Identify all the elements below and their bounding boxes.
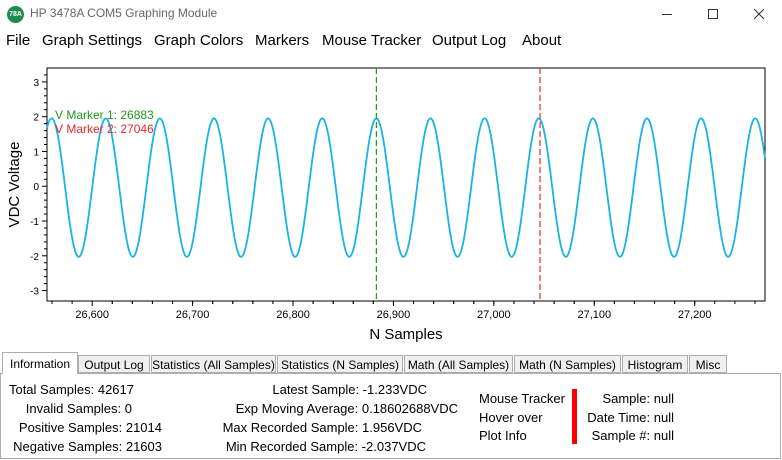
menu-markers[interactable]: Markers bbox=[255, 32, 310, 49]
mouse-tracker-title: Mouse Tracker bbox=[479, 391, 565, 406]
tracker-sample: Sample: null bbox=[602, 391, 674, 406]
menu-graph-settings[interactable]: Graph Settings bbox=[42, 32, 143, 49]
x-tick-label: 27,200 bbox=[678, 309, 712, 321]
voltage-chart[interactable]: 3 2 1 0 -1 -2 -3 26,600 26,700 26,800 26,900 27,000… bbox=[0, 53, 782, 349]
positive-samples-label: Positive Samples: 21014 bbox=[18, 420, 162, 435]
x-tick-label: 26,800 bbox=[276, 309, 310, 321]
tracker-date-time: Date Time: null bbox=[587, 410, 674, 425]
x-tick-label: 26,900 bbox=[377, 309, 411, 321]
tracker-sample-number: Sample #: null bbox=[591, 428, 674, 443]
maximize-button[interactable] bbox=[690, 0, 736, 28]
x-tick-label: 26,600 bbox=[75, 309, 109, 321]
y-tick-label: -2 bbox=[30, 252, 39, 263]
tab-histogram[interactable]: Histogram bbox=[622, 355, 688, 373]
voltage-series-line bbox=[46, 117, 766, 258]
y-axis-label: VDC Voltage bbox=[6, 142, 23, 228]
close-icon bbox=[753, 8, 765, 20]
menu-graph-colors[interactable]: Graph Colors bbox=[154, 32, 244, 49]
plot-frame bbox=[46, 67, 766, 302]
tab-statistics-all[interactable]: Statistics (All Samples) bbox=[151, 355, 276, 373]
y-tick-label: -1 bbox=[30, 217, 39, 228]
menu-about[interactable]: About bbox=[522, 32, 562, 49]
y-tick-label: 2 bbox=[33, 113, 39, 124]
maximize-icon bbox=[708, 9, 718, 19]
v-marker-label-2: V Marker 2: 27046 bbox=[55, 122, 154, 136]
y-tick-label: -3 bbox=[30, 287, 39, 298]
v-marker-label-1: V Marker 1: 26883 bbox=[55, 108, 154, 122]
tab-output-log[interactable]: Output Log bbox=[78, 355, 150, 373]
total-samples-label: Total Samples: 42617 bbox=[8, 382, 134, 397]
max-recorded-label: Max Recorded Sample: 1.956VDC bbox=[222, 420, 422, 435]
y-tick-label: 0 bbox=[33, 182, 39, 193]
min-recorded-label: Min Recorded Sample: -2.037VDC bbox=[225, 439, 426, 454]
minimize-button[interactable] bbox=[644, 0, 690, 28]
x-tick-label: 27,100 bbox=[577, 309, 611, 321]
information-panel bbox=[0, 373, 781, 459]
tracker-indicator-bar bbox=[572, 389, 577, 444]
x-tick-label: 26,700 bbox=[176, 309, 210, 321]
menu-bar: File Graph Settings Graph Colors Markers… bbox=[0, 28, 782, 53]
mouse-tracker-plot-info: Plot Info bbox=[479, 428, 527, 443]
tab-information[interactable]: Information bbox=[2, 352, 78, 374]
menu-output-log[interactable]: Output Log bbox=[432, 32, 507, 49]
menu-mouse-tracker[interactable]: Mouse Tracker bbox=[322, 32, 422, 49]
negative-samples-label: Negative Samples: 21603 bbox=[13, 439, 162, 454]
plot-area[interactable]: 3 2 1 0 -1 -2 -3 26,600 26,700 26,800 26,900 27,000… bbox=[0, 53, 782, 349]
tab-misc[interactable]: Misc bbox=[689, 355, 727, 373]
mouse-tracker-hover: Hover over bbox=[479, 410, 543, 425]
exp-moving-average-label: Exp Moving Average: 0.18602688VDC bbox=[235, 401, 458, 416]
x-tick-label: 27,000 bbox=[477, 309, 511, 321]
tab-strip: Information Output Log Statistics (All S… bbox=[0, 352, 782, 374]
y-tick-label: 1 bbox=[33, 147, 39, 158]
app-icon: 78A bbox=[7, 6, 24, 23]
title-bar: 78A HP 3478A COM5 Graphing Module bbox=[0, 0, 782, 28]
close-button[interactable] bbox=[736, 0, 782, 28]
y-tick-label: 3 bbox=[33, 78, 39, 89]
window-title: HP 3478A COM5 Graphing Module bbox=[30, 6, 218, 20]
menu-file[interactable]: File bbox=[6, 32, 31, 49]
tab-math-all[interactable]: Math (All Samples) bbox=[404, 355, 513, 373]
latest-sample-label: Latest Sample: -1.233VDC bbox=[272, 382, 427, 397]
tab-statistics-n[interactable]: Statistics (N Samples) bbox=[277, 355, 403, 373]
invalid-samples-label: Invalid Samples: 0 bbox=[25, 401, 132, 416]
x-axis-label: N Samples bbox=[369, 326, 442, 343]
tab-math-n[interactable]: Math (N Samples) bbox=[514, 355, 621, 373]
minimize-icon bbox=[662, 14, 672, 15]
